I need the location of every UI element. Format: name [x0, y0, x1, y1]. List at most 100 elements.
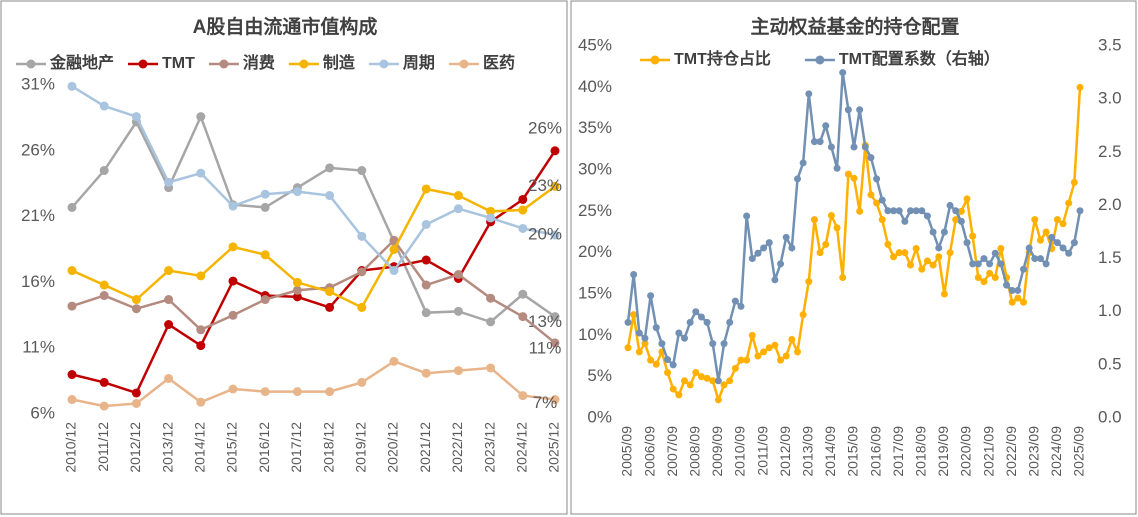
data-point	[901, 217, 909, 225]
data-point	[453, 204, 463, 214]
data-point	[901, 249, 909, 257]
data-point	[997, 260, 1005, 268]
data-point	[1008, 298, 1016, 306]
data-point	[357, 267, 367, 277]
data-point	[731, 297, 739, 305]
legend-marker	[379, 59, 389, 69]
y2-tick-label: 1.0	[1098, 301, 1122, 320]
series-line	[626, 72, 1082, 381]
y2-tick-label: 3.0	[1098, 89, 1122, 108]
data-point	[389, 245, 399, 254]
data-point	[692, 369, 700, 377]
data-point	[260, 387, 270, 397]
x-tick-label: 2020/09	[958, 426, 974, 477]
data-point	[421, 368, 431, 378]
x-tick-label: 2005/09	[619, 426, 635, 477]
data-point	[1076, 83, 1084, 91]
data-point	[164, 266, 174, 276]
data-point	[782, 233, 790, 241]
data-point	[805, 90, 813, 98]
data-point	[822, 240, 830, 248]
data-point	[196, 168, 206, 178]
x-tick-label: 2023/12	[481, 422, 497, 473]
data-point	[720, 340, 728, 348]
data-point	[1059, 220, 1067, 228]
data-point	[357, 302, 367, 312]
y-tick-label: 30%	[578, 159, 612, 178]
data-point	[952, 216, 960, 224]
data-point	[878, 196, 886, 204]
data-point	[923, 212, 931, 220]
x-tick-label: 2016/12	[256, 422, 272, 473]
data-point	[389, 266, 399, 276]
y2-tick-label: 0.0	[1098, 407, 1122, 426]
data-point	[743, 212, 751, 220]
x-tick-label: 2011/09	[754, 426, 770, 476]
data-point	[421, 255, 431, 265]
series-line	[71, 185, 556, 310]
data-point	[675, 391, 683, 399]
x-tick-label: 2025/09	[1071, 426, 1087, 477]
data-point	[923, 257, 931, 265]
data-point	[810, 138, 818, 146]
data-point	[895, 207, 903, 215]
data-point	[647, 292, 655, 300]
series-line	[71, 238, 556, 344]
x-tick-label: 2014/12	[192, 422, 208, 473]
data-point	[453, 191, 463, 201]
data-point	[940, 228, 948, 236]
data-point	[196, 325, 206, 335]
legend-label: 医药	[483, 53, 515, 72]
x-tick-label: 2017/12	[288, 422, 304, 473]
y2-tick-label: 3.5	[1098, 35, 1122, 54]
data-point	[878, 216, 886, 224]
data-point	[260, 295, 270, 305]
x-tick-label: 2019/12	[353, 422, 369, 473]
chart-title: A股自由流通市值构成	[193, 15, 378, 38]
data-point	[703, 374, 711, 382]
data-point	[389, 235, 399, 245]
data-point	[1014, 294, 1022, 302]
data-point	[709, 340, 717, 348]
data-point	[99, 401, 109, 411]
data-point	[765, 344, 773, 352]
y-tick-label: 16%	[21, 272, 55, 291]
legend-label: TMT	[162, 55, 195, 72]
y-tick-label: 35%	[578, 118, 612, 137]
data-point	[260, 250, 270, 260]
data-point	[67, 370, 77, 380]
series-line	[71, 150, 557, 395]
data-point	[1008, 286, 1016, 294]
y-tick-label: 31%	[21, 74, 55, 93]
data-point	[624, 318, 632, 326]
data-point	[839, 69, 847, 77]
y-tick-label: 26%	[21, 140, 55, 159]
series-line	[71, 359, 556, 408]
legend-marker	[815, 55, 825, 65]
data-point	[1076, 207, 1084, 215]
data-point	[946, 249, 954, 257]
data-point	[760, 244, 768, 252]
data-point	[292, 285, 302, 295]
x-tick-label: 2015/12	[224, 422, 240, 473]
x-tick-label: 2022/12	[449, 422, 465, 473]
x-tick-label: 2016/09	[867, 426, 883, 477]
data-point	[782, 352, 790, 360]
data-point	[486, 213, 496, 223]
data-point	[974, 260, 982, 268]
data-point	[709, 377, 717, 385]
data-point	[731, 364, 739, 372]
x-tick-label: 2018/12	[320, 422, 336, 473]
x-tick-label: 2024/12	[514, 422, 530, 473]
legend-label: 周期	[403, 53, 435, 72]
data-point	[907, 207, 914, 215]
data-point	[675, 329, 683, 337]
data-point	[228, 242, 238, 252]
data-point	[1014, 286, 1022, 294]
data-point	[196, 112, 206, 122]
data-point	[357, 377, 367, 387]
y2-tick-label: 2.5	[1098, 142, 1122, 161]
data-point	[952, 207, 960, 215]
data-point	[844, 170, 852, 178]
data-point	[325, 302, 335, 312]
